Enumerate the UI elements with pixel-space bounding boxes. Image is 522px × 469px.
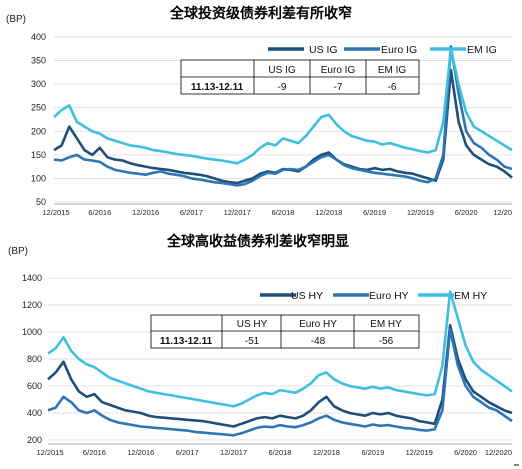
chart1-x-tick-label: 6/2018 (272, 208, 295, 217)
chart1-table-header: Euro IG (321, 65, 356, 76)
chart2-x-tick-label: 6/2018 (269, 448, 292, 457)
chart2-y-tick-label: 1200 (22, 300, 42, 310)
chart2-series-em-hy (47, 290, 513, 408)
chart2-x-tick-label: 12/2020 (485, 448, 512, 457)
chart1-x-tick-label: 6/2020 (455, 208, 478, 217)
chart1-y-tick-label: 400 (31, 32, 46, 42)
chart1-unit: (BP) (6, 14, 26, 25)
chart2-title: 全球高收益债券利差收窄明显 (166, 233, 349, 249)
chart1-title: 全球投资级债券利差有所收窄 (169, 5, 352, 21)
chart2-unit: (BP) (8, 246, 28, 257)
chart1-series-em-ig (53, 47, 513, 165)
chart1-y-tick-label: 250 (31, 103, 46, 113)
chart1-table-value: -6 (388, 82, 397, 93)
chart2-series-us-hy (47, 324, 513, 428)
chart2-table-value: -48 (311, 336, 326, 347)
chart2-table-value: -51 (245, 336, 260, 347)
chart2-y-tick-label: 600 (27, 381, 42, 391)
chart2-table-header: EM HY (370, 319, 402, 330)
chart1-legend-label: EM IG (467, 44, 497, 56)
chart2-y-tick-label: 1400 (22, 273, 42, 283)
chart2-x-tick-label: 6/2017 (176, 448, 199, 457)
chart2-table-period: 11.13-12.11 (160, 336, 213, 347)
chart2-legend-label: US HY (291, 290, 323, 302)
chart1-x-tick-label: 12/2016 (132, 208, 159, 217)
chart2-change-table: US HY Euro HY EM HY 11.13-12.11 -51 -48 … (150, 314, 420, 349)
chart1-y-tick-label: 350 (31, 56, 46, 66)
chart1-x-tick-label: 6/2019 (363, 208, 386, 217)
chart1-x-tick-label: 12/2019 (407, 208, 434, 217)
chart2-y-tick-label: 200 (27, 435, 42, 445)
chart1-y-tick-label: 50 (36, 197, 46, 207)
chart1-x-tick-label: 12/2018 (315, 208, 342, 217)
chart1-table-header: EM IG (378, 65, 407, 76)
chart2-x-tick-label: 12/2015 (36, 448, 63, 457)
chart2-y-tick-label: 800 (27, 354, 42, 364)
chart2-x-tick-label: 12/2018 (313, 448, 340, 457)
chart2-table-header: Euro HY (299, 319, 337, 330)
chart1-legend-label: US IG (309, 44, 338, 56)
chart2-x-tick-label: 12/2019 (406, 448, 433, 457)
chart1-table-header: US IG (268, 65, 295, 76)
chart1-y-tick-label: 200 (31, 126, 46, 136)
chart1-legend-label: Euro IG (381, 44, 417, 56)
chart1-y-tick-label: 300 (31, 79, 46, 89)
chart1-x-tick-label: 12/2017 (224, 208, 251, 217)
chart1-series-euro-ig (53, 45, 513, 187)
chart2-y-tick-label: 400 (27, 408, 42, 418)
chart2-x-tick-label: 12/2017 (220, 448, 247, 457)
chart1-x-tick-label: 12/20 (493, 208, 512, 217)
chart1-table-value: -7 (334, 82, 343, 93)
chart2-y-tick-label: 1000 (22, 327, 42, 337)
chart2-x-tick-label: 12/2016 (127, 448, 154, 457)
chart2-legend-label: EM HY (454, 290, 487, 302)
chart2-series-euro-hy (47, 328, 513, 437)
chart2-legend-label: Euro HY (369, 290, 409, 302)
chart2-table-header: US HY (237, 319, 268, 330)
chart2-x-tick-label: 6/2016 (83, 448, 106, 457)
chart1-table-value: -9 (278, 82, 287, 93)
chart2-table-value: -56 (379, 336, 394, 347)
chart1-x-tick-label: 6/2016 (88, 208, 111, 217)
chart1-table-period: 11.13-12.11 (191, 82, 244, 93)
chart1-y-tick-label: 150 (31, 150, 46, 160)
chart1-y-tick-label: 100 (31, 173, 46, 183)
chart2-x-tick-label: 6/2019 (361, 448, 384, 457)
chart2-x-tick-label: 6/2020 (454, 448, 477, 457)
chart1-x-tick-label: 6/2017 (180, 208, 203, 217)
chart1-change-table: US IG Euro IG EM IG 11.13-12.11 -9 -7 -6 (180, 59, 420, 95)
chart1-x-tick-label: 12/2015 (42, 208, 69, 217)
